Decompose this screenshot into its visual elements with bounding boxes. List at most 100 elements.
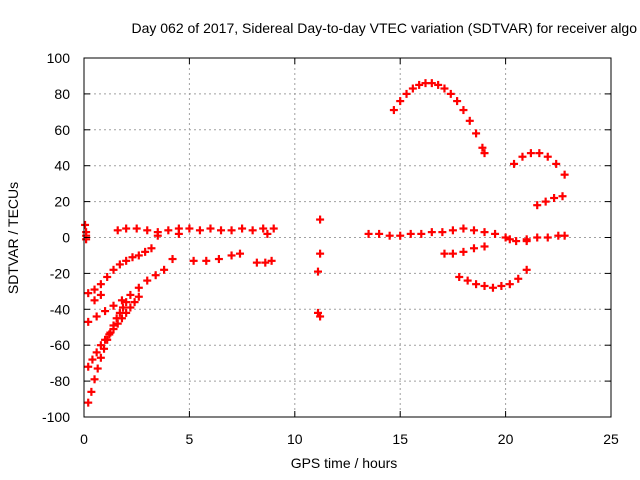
data-point [84,362,93,371]
y-tick-label: -80 [50,373,70,389]
data-point [122,224,131,233]
data-point [491,229,500,238]
data-point [478,143,487,152]
data-point [109,301,118,310]
data-point [259,224,268,233]
data-point [115,308,124,317]
data-point [109,265,118,274]
data-point [115,260,124,269]
data-point [480,228,489,237]
y-tick-label: 20 [54,194,70,210]
data-point [206,224,215,233]
data-point [535,149,544,158]
data-point [406,229,415,238]
data-point [469,226,478,235]
data-point [252,258,261,267]
y-tick-label: 100 [47,50,71,66]
ticks-layer [83,57,612,418]
data-point [214,255,223,264]
data-point [543,233,552,242]
data-point [227,251,236,260]
data-point [90,375,99,384]
data-point [81,220,90,229]
x-tick-label: 5 [186,431,194,447]
data-point [84,289,93,298]
data-point [122,298,131,307]
data-point [101,307,110,316]
data-point [174,229,183,238]
data-point [375,229,384,238]
data-point [92,312,101,321]
data-point [96,280,105,289]
data-point [160,265,169,274]
data-point [389,106,398,115]
data-point [480,149,489,158]
data-point [459,224,468,233]
data-point [533,201,542,210]
data-point [560,231,569,240]
data-point [558,192,567,201]
x-tick-label: 0 [80,431,88,447]
data-point [217,226,226,235]
data-point [90,296,99,305]
y-tick-label: 0 [62,230,70,246]
data-point [117,296,126,305]
data-point [469,244,478,253]
data-point [164,226,173,235]
data-point [132,224,141,233]
data-point [453,97,462,106]
data-point [510,159,519,168]
data-point [408,84,417,93]
data-point [84,398,93,407]
data-point [364,229,373,238]
y-tick-label: 40 [54,158,70,174]
data-point [235,249,244,258]
y-tick-labels: -100 -80 -60 -40 -20 0 20 40 60 80 100 [42,50,70,425]
data-point [533,233,542,242]
data-point [227,226,236,235]
y-tick-label: 80 [54,86,70,102]
data-point [96,290,105,299]
data-point [90,285,99,294]
data-point [151,271,160,280]
data-point [147,244,156,253]
data-point [427,228,436,237]
chart-title: Day 062 of 2017, Sidereal Day-to-day VTE… [131,20,637,36]
data-point [488,283,497,292]
data-point [143,276,152,285]
data-point [560,170,569,179]
data-point [88,355,97,364]
grid-layer [84,58,611,417]
data-point [82,235,91,244]
data-point [92,348,101,357]
data-point [415,80,424,89]
x-tick-label: 15 [392,431,408,447]
data-point [526,149,535,158]
data-point [396,231,405,240]
data-point [316,215,325,224]
data-point [189,256,198,265]
x-tick-labels: 0 5 10 15 20 25 [80,431,619,447]
data-point [497,281,506,290]
data-point [514,274,523,283]
data-point [106,328,115,337]
data-point [518,152,527,161]
data-point [552,159,561,168]
data-point [122,256,131,265]
data-point [505,280,514,289]
data-point [238,224,247,233]
data-point [434,80,443,89]
data-point [438,228,447,237]
data-point [126,303,135,312]
data-point [261,258,270,267]
y-tick-label: -60 [50,337,70,353]
data-point [84,317,93,326]
data-point [134,283,143,292]
data-point [448,226,457,235]
data-point [130,298,139,307]
data-point [402,89,411,98]
data-point [141,247,150,256]
data-point [455,272,464,281]
